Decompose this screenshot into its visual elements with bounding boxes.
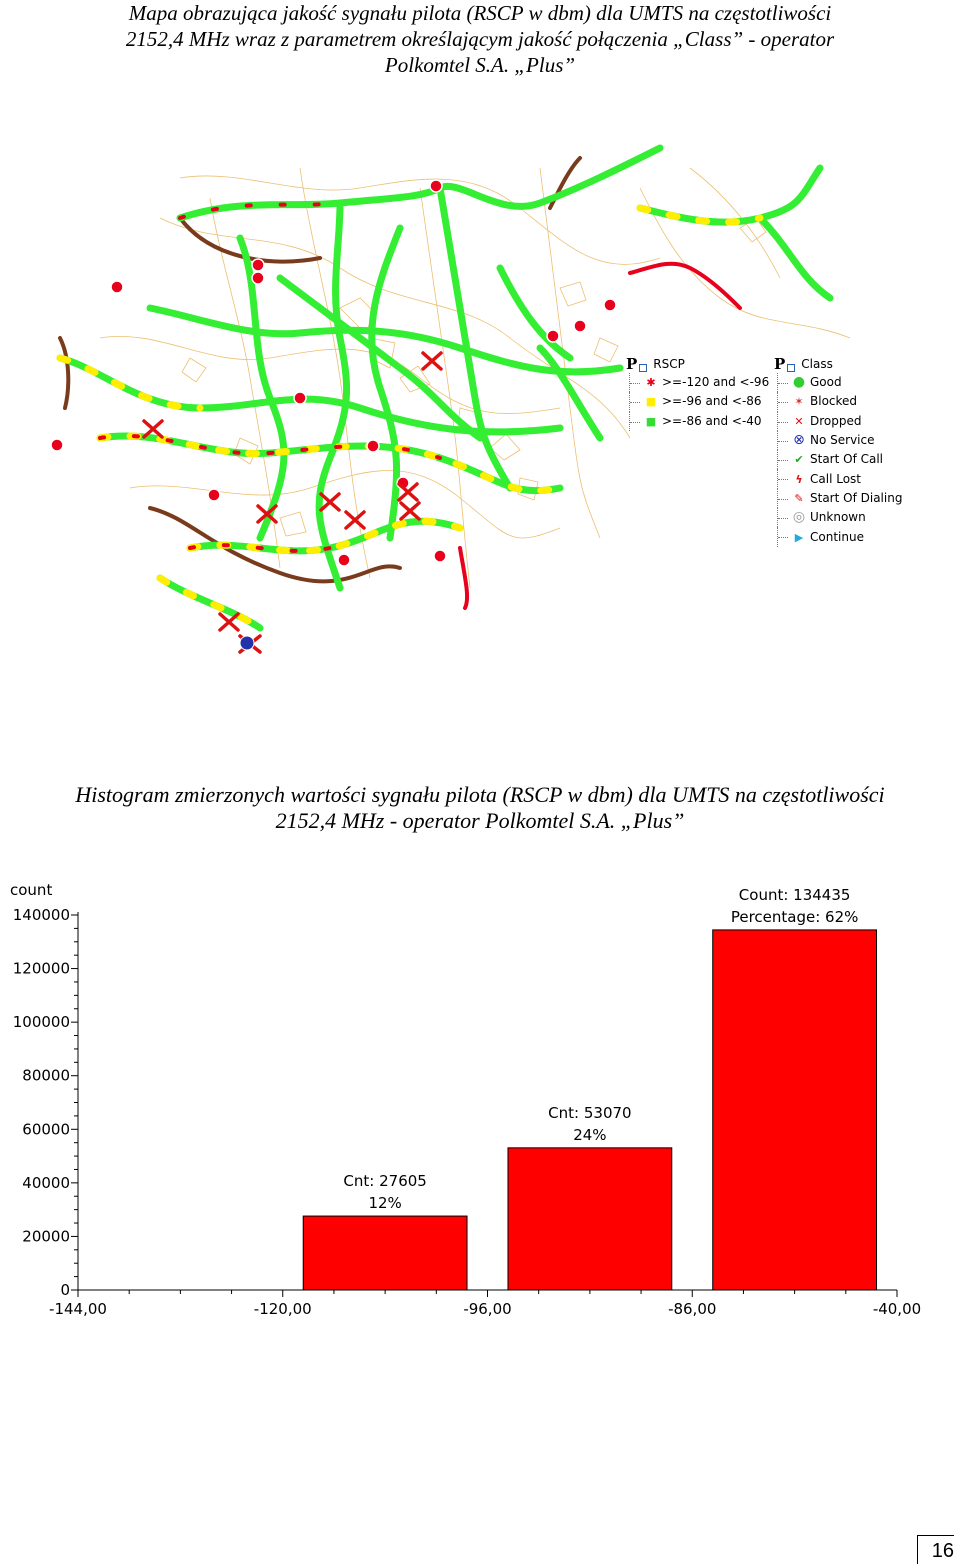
y-tick-label: 60000 — [22, 1120, 70, 1138]
legend-label: Blocked — [810, 394, 858, 409]
call-lost-icon: ϟ — [795, 472, 803, 486]
legend-label: Dropped — [810, 413, 862, 428]
legend-label: Unknown — [810, 510, 866, 525]
x-tick-label: -86,00 — [668, 1300, 716, 1318]
square-icon: ■ — [645, 395, 657, 409]
star-icon: ✱ — [646, 376, 656, 390]
legend-label: Continue — [810, 529, 864, 544]
x-tick-label: -96,00 — [463, 1300, 511, 1318]
start-of-call-icon: ✔ — [794, 453, 804, 467]
title-line: Mapa obrazująca jakość sygnału pilota (R… — [128, 1, 832, 25]
legend-label: >=-120 and <-96 — [662, 375, 770, 390]
legend-label: Good — [810, 375, 842, 390]
map-legend: P RSCP ✱ >=-120 and <-96 ■ >=-96 and <-86 ■… — [620, 355, 920, 555]
legend-label: Start Of Dialing — [810, 490, 903, 505]
y-tick-label: 100000 — [13, 1013, 70, 1031]
legend-label: Start Of Call — [810, 452, 884, 467]
start-of-dialing-icon: ✎ — [794, 491, 804, 505]
title-line: Polkomtel S.A. „Plus” — [384, 53, 576, 77]
page-number: 16 — [917, 1535, 954, 1564]
ring-road — [58, 156, 582, 584]
unknown-icon: ◎ — [792, 509, 806, 526]
x-tick-label: -144,00 — [49, 1300, 107, 1318]
rscp-histogram: count 0 20000 40000 60000 80000 100000 120000 14… — [10, 881, 921, 1318]
legend-rscp-title: RSCP — [653, 357, 685, 371]
histogram-bar — [507, 1147, 673, 1291]
histogram-bar — [712, 929, 878, 1291]
dropped-call-markers — [142, 351, 443, 654]
title-line: Histogram zmierzonych wartości sygnału p… — [75, 782, 885, 807]
legend-class: P Class ● Good ✶ Blocked ✕ Dropped ⊗ No Servi… — [774, 355, 902, 547]
legend-label: No Service — [810, 433, 875, 448]
x-tick-label: -120,00 — [254, 1300, 312, 1318]
continue-icon: ▶ — [794, 530, 804, 544]
no-service-icon: ⊗ — [793, 432, 805, 449]
y-tick-label: 40000 — [22, 1174, 70, 1192]
bar-data-label: 24% — [573, 1126, 606, 1144]
blocked-icon: ✶ — [794, 395, 804, 409]
y-tick-label: 80000 — [22, 1067, 70, 1085]
square-icon: ■ — [645, 414, 657, 428]
y-axis-label: count — [10, 881, 52, 899]
histogram-title: Histogram zmierzonych wartości sygnału p… — [0, 782, 960, 834]
title-line: 2152,4 MHz wraz z parametrem określający… — [125, 27, 835, 51]
y-tick-label: 0 — [60, 1281, 70, 1299]
bar-data-label: Percentage: 62% — [731, 908, 859, 926]
histogram-bar — [302, 1215, 468, 1291]
start-of-call-markers — [50, 179, 617, 567]
dropped-icon: ✕ — [794, 414, 804, 428]
legend-label: Call Lost — [810, 471, 861, 486]
y-tick-label: 20000 — [22, 1227, 70, 1245]
bar-data-label: Cnt: 27605 — [343, 1172, 426, 1190]
y-tick-label: 120000 — [13, 960, 70, 978]
x-tick-label: -40,00 — [873, 1300, 921, 1318]
bar-data-label: 12% — [368, 1194, 401, 1212]
good-icon: ● — [792, 374, 806, 391]
legend-class-title: Class — [801, 357, 833, 371]
legend-label: >=-96 and <-86 — [662, 394, 762, 409]
page-title: Mapa obrazująca jakość sygnału pilota (R… — [0, 0, 960, 78]
no-service-marker — [239, 635, 255, 651]
bar-data-label: Count: 134435 — [739, 886, 851, 904]
coverage-map — [50, 144, 851, 654]
bar-data-label: Cnt: 53070 — [548, 1104, 631, 1122]
legend-rscp: P RSCP ✱ >=-120 and <-96 ■ >=-96 and <-86 ■… — [626, 355, 770, 432]
legend-label: >=-86 and <-40 — [662, 413, 762, 428]
y-tick-label: 140000 — [13, 906, 70, 924]
title-line: 2152,4 MHz - operator Polkomtel S.A. „Pl… — [275, 808, 685, 833]
